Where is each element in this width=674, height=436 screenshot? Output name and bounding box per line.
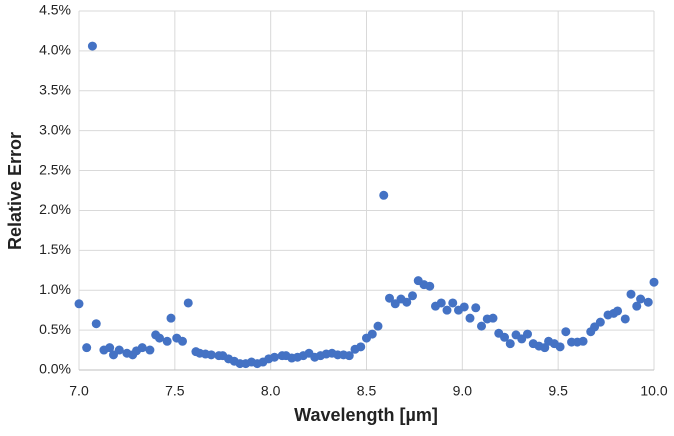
data-point <box>626 289 636 299</box>
data-point <box>643 297 653 307</box>
data-point <box>379 190 389 200</box>
y-tick-label: 4.5% <box>39 2 71 18</box>
x-tick-label: 8.5 <box>357 383 377 399</box>
data-point <box>578 336 588 346</box>
data-point <box>206 350 216 360</box>
data-point <box>500 332 509 342</box>
data-point <box>162 336 172 346</box>
data-point <box>356 342 366 352</box>
data-point <box>166 313 176 323</box>
data-point <box>523 329 532 339</box>
y-tick-label: 1.0% <box>39 281 71 297</box>
data-point <box>385 293 394 303</box>
data-point <box>555 342 565 352</box>
data-point <box>367 329 377 339</box>
data-point <box>145 345 155 355</box>
x-tick-label: 10.0 <box>640 383 667 399</box>
data-point <box>344 351 354 361</box>
data-point <box>425 281 435 291</box>
data-point <box>505 339 515 349</box>
x-tick-label: 8.0 <box>261 383 281 399</box>
data-point <box>408 291 417 301</box>
x-tick-label: 7.0 <box>69 383 89 399</box>
data-point <box>91 319 101 329</box>
data-point <box>114 345 124 355</box>
y-tick-label: 2.0% <box>39 201 71 217</box>
data-point <box>649 277 659 287</box>
data-point <box>595 317 605 327</box>
data-point <box>87 41 97 51</box>
data-point <box>105 343 115 353</box>
y-tick-label: 4.0% <box>39 42 71 58</box>
data-point <box>448 298 458 308</box>
data-point <box>561 327 571 337</box>
data-point <box>632 301 642 311</box>
y-tick-label: 0.0% <box>39 361 71 377</box>
x-tick-label: 9.0 <box>453 383 473 399</box>
data-point <box>183 298 193 308</box>
data-point <box>471 303 481 313</box>
data-point <box>620 314 630 324</box>
y-tick-label: 2.5% <box>39 161 71 177</box>
data-point <box>373 321 383 331</box>
data-point <box>613 306 623 316</box>
y-tick-label: 0.5% <box>39 321 71 337</box>
data-point <box>465 313 475 323</box>
y-tick-label: 3.0% <box>39 121 71 137</box>
data-point <box>636 294 646 304</box>
x-tick-label: 7.5 <box>165 383 185 399</box>
data-point <box>442 305 452 315</box>
data-point <box>270 352 279 362</box>
y-tick-label: 1.5% <box>39 241 71 257</box>
data-point <box>402 297 412 307</box>
x-tick-label: 9.5 <box>548 383 568 399</box>
data-point <box>137 343 147 353</box>
data-point <box>74 299 84 309</box>
y-tick-label: 3.5% <box>39 81 71 97</box>
data-point <box>459 302 469 312</box>
data-point <box>477 321 486 331</box>
data-point <box>82 343 92 353</box>
data-point <box>155 333 164 343</box>
x-axis-title: Wavelength [µm] <box>294 405 438 425</box>
y-axis-title: Relative Error <box>5 132 25 250</box>
data-point <box>178 336 187 346</box>
data-point <box>436 298 446 308</box>
data-point <box>488 313 498 323</box>
